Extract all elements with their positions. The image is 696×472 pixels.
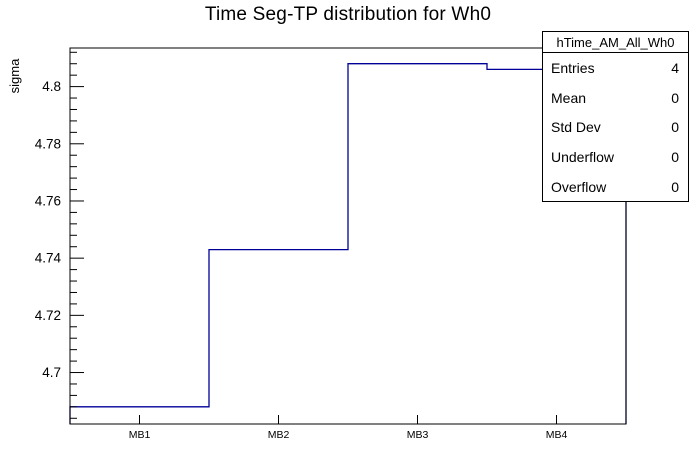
y-tick-label: 4.7 bbox=[42, 365, 61, 380]
y-tick-label: 4.8 bbox=[42, 79, 61, 94]
y-tick-label: 4.76 bbox=[35, 193, 61, 208]
stats-label: Overflow bbox=[551, 179, 607, 196]
y-tick-label: 4.74 bbox=[35, 251, 62, 266]
stats-row: Entries 4 bbox=[543, 53, 688, 83]
stats-label: Std Dev bbox=[551, 119, 601, 136]
stats-label: Entries bbox=[551, 59, 595, 76]
x-tick-label: MB2 bbox=[268, 429, 290, 441]
x-tick-label: MB1 bbox=[129, 429, 151, 441]
stats-value: 0 bbox=[671, 89, 679, 106]
plot-frame bbox=[69, 47, 627, 425]
x-tick-label: MB4 bbox=[546, 429, 568, 441]
stats-title: hTime_AM_All_Wh0 bbox=[543, 32, 688, 53]
stats-label: Mean bbox=[551, 89, 587, 106]
stats-value: 0 bbox=[671, 179, 679, 196]
stats-label: Underflow bbox=[551, 149, 615, 166]
stats-row: Mean 0 bbox=[543, 83, 688, 113]
stats-row: Overflow 0 bbox=[543, 172, 688, 202]
chart-title: Time Seg-TP distribution for Wh0 bbox=[204, 4, 492, 25]
y-tick-label: 4.72 bbox=[35, 308, 61, 323]
stats-row: Underflow 0 bbox=[543, 142, 688, 172]
stats-value: 0 bbox=[671, 119, 679, 136]
stats-value: 0 bbox=[671, 149, 679, 166]
stats-value: 4 bbox=[671, 59, 679, 76]
stats-row: Std Dev 0 bbox=[543, 113, 688, 143]
y-tick-label: 4.78 bbox=[35, 136, 61, 151]
stats-box: hTime_AM_All_Wh0 Entries 4 Mean 0 Std De… bbox=[542, 31, 689, 202]
x-tick-label: MB3 bbox=[407, 429, 429, 441]
